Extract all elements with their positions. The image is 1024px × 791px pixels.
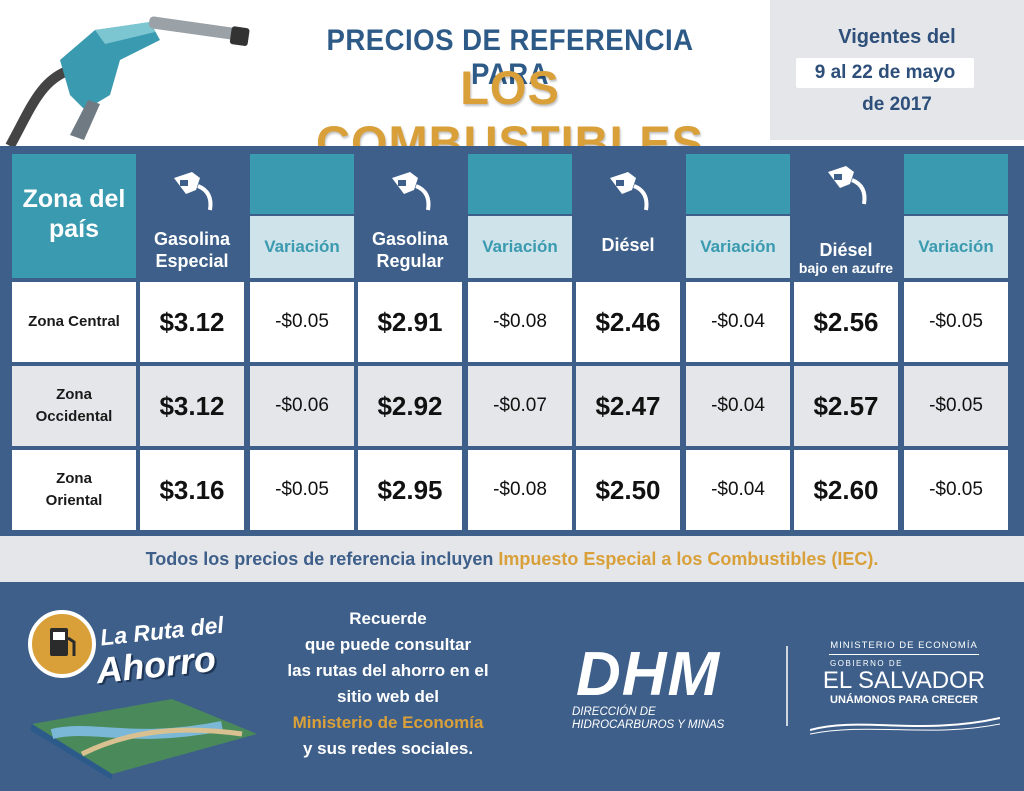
tax-note: Todos los precios de referencia incluyen… bbox=[0, 536, 1024, 582]
zone-header: Zona del país bbox=[12, 154, 136, 278]
price-cell: $3.16 bbox=[140, 450, 244, 530]
variation-cell: -$0.08 bbox=[468, 282, 572, 362]
zone-name: Zona Occidental bbox=[12, 366, 136, 446]
price-cell: $2.60 bbox=[794, 450, 898, 530]
price-cell: $2.95 bbox=[358, 450, 462, 530]
variation-header: Variación bbox=[904, 216, 1008, 278]
price-cell: $2.47 bbox=[576, 366, 680, 446]
price-cell: $2.56 bbox=[794, 282, 898, 362]
ministry-link-text: Ministerio de Economía bbox=[292, 713, 484, 732]
gas-station-icon bbox=[50, 628, 76, 656]
product-name: Diésel bbox=[601, 235, 655, 255]
validity-dates: 9 al 22 de mayo bbox=[796, 58, 974, 88]
price-cell: $2.91 bbox=[358, 282, 462, 362]
variation-cell: -$0.04 bbox=[686, 366, 790, 446]
price-table: Zona del país Gasolina Especial Variació… bbox=[0, 146, 1024, 536]
price-cell: $2.57 bbox=[794, 366, 898, 446]
fuel-nozzle-icon bbox=[610, 172, 649, 211]
title-line1: PRECIOS DE REFERENCIA PARA bbox=[326, 24, 694, 91]
government-logo: MINISTERIO DE ECONOMÍA GOBIERNO DE EL SA… bbox=[804, 640, 1004, 740]
product-header: Diésel Variación bbox=[576, 154, 790, 278]
variation-cell: -$0.06 bbox=[250, 366, 354, 446]
product-name: Diésel bajo en azufre bbox=[798, 240, 894, 276]
product-header: Gasolina Regular Variación bbox=[358, 154, 572, 278]
price-cell: $3.12 bbox=[140, 366, 244, 446]
footer: La Ruta del Ahorro Recuerde que puede co… bbox=[0, 582, 1024, 791]
variation-header: Variación bbox=[250, 216, 354, 278]
header: PRECIOS DE REFERENCIA PARA LOS COMBUSTIB… bbox=[0, 0, 1024, 169]
variation-cell: -$0.07 bbox=[468, 366, 572, 446]
product-header: Diésel bajo en azufre Variación bbox=[794, 154, 1008, 278]
product-name: Gasolina Regular bbox=[371, 229, 449, 271]
price-cell: $2.50 bbox=[576, 450, 680, 530]
fuel-nozzle-icon bbox=[174, 172, 213, 211]
ruta-del-ahorro-logo bbox=[28, 610, 257, 779]
note-text: Todos los precios de referencia incluyen bbox=[145, 549, 499, 569]
dhm-logo: DHM DIRECCIÓN DE HIDROCARBUROS Y MINAS bbox=[572, 640, 725, 732]
price-cell: $2.46 bbox=[576, 282, 680, 362]
divider bbox=[786, 646, 788, 726]
variation-cell: -$0.08 bbox=[468, 450, 572, 530]
zone-name: Zona Central bbox=[12, 282, 136, 362]
variation-cell: -$0.05 bbox=[904, 282, 1008, 362]
variation-header: Variación bbox=[686, 216, 790, 278]
validity-label: Vigentes del bbox=[838, 26, 956, 48]
zone-name: Zona Oriental bbox=[12, 450, 136, 530]
product-header: Gasolina Especial Variación bbox=[140, 154, 354, 278]
variation-cell: -$0.05 bbox=[904, 450, 1008, 530]
price-cell: $2.92 bbox=[358, 366, 462, 446]
note-highlight: Impuesto Especial a los Combustibles (IE… bbox=[498, 549, 879, 569]
fuel-nozzle-icon bbox=[828, 166, 867, 205]
variation-header: Variación bbox=[468, 216, 572, 278]
validity-box: Vigentes del 9 al 22 de mayo de 2017 bbox=[770, 0, 1024, 140]
variation-cell: -$0.04 bbox=[686, 450, 790, 530]
fuel-nozzle-icon bbox=[392, 172, 431, 211]
variation-cell: -$0.05 bbox=[250, 450, 354, 530]
validity-year: de 2017 bbox=[862, 94, 932, 115]
variation-cell: -$0.05 bbox=[904, 366, 1008, 446]
fuel-nozzle-icon bbox=[5, 16, 250, 146]
variation-cell: -$0.04 bbox=[686, 282, 790, 362]
product-name: Gasolina Especial bbox=[153, 229, 231, 271]
footer-message: Recuerde que puede consultar las rutas d… bbox=[258, 606, 518, 762]
variation-cell: -$0.05 bbox=[250, 282, 354, 362]
price-cell: $3.12 bbox=[140, 282, 244, 362]
